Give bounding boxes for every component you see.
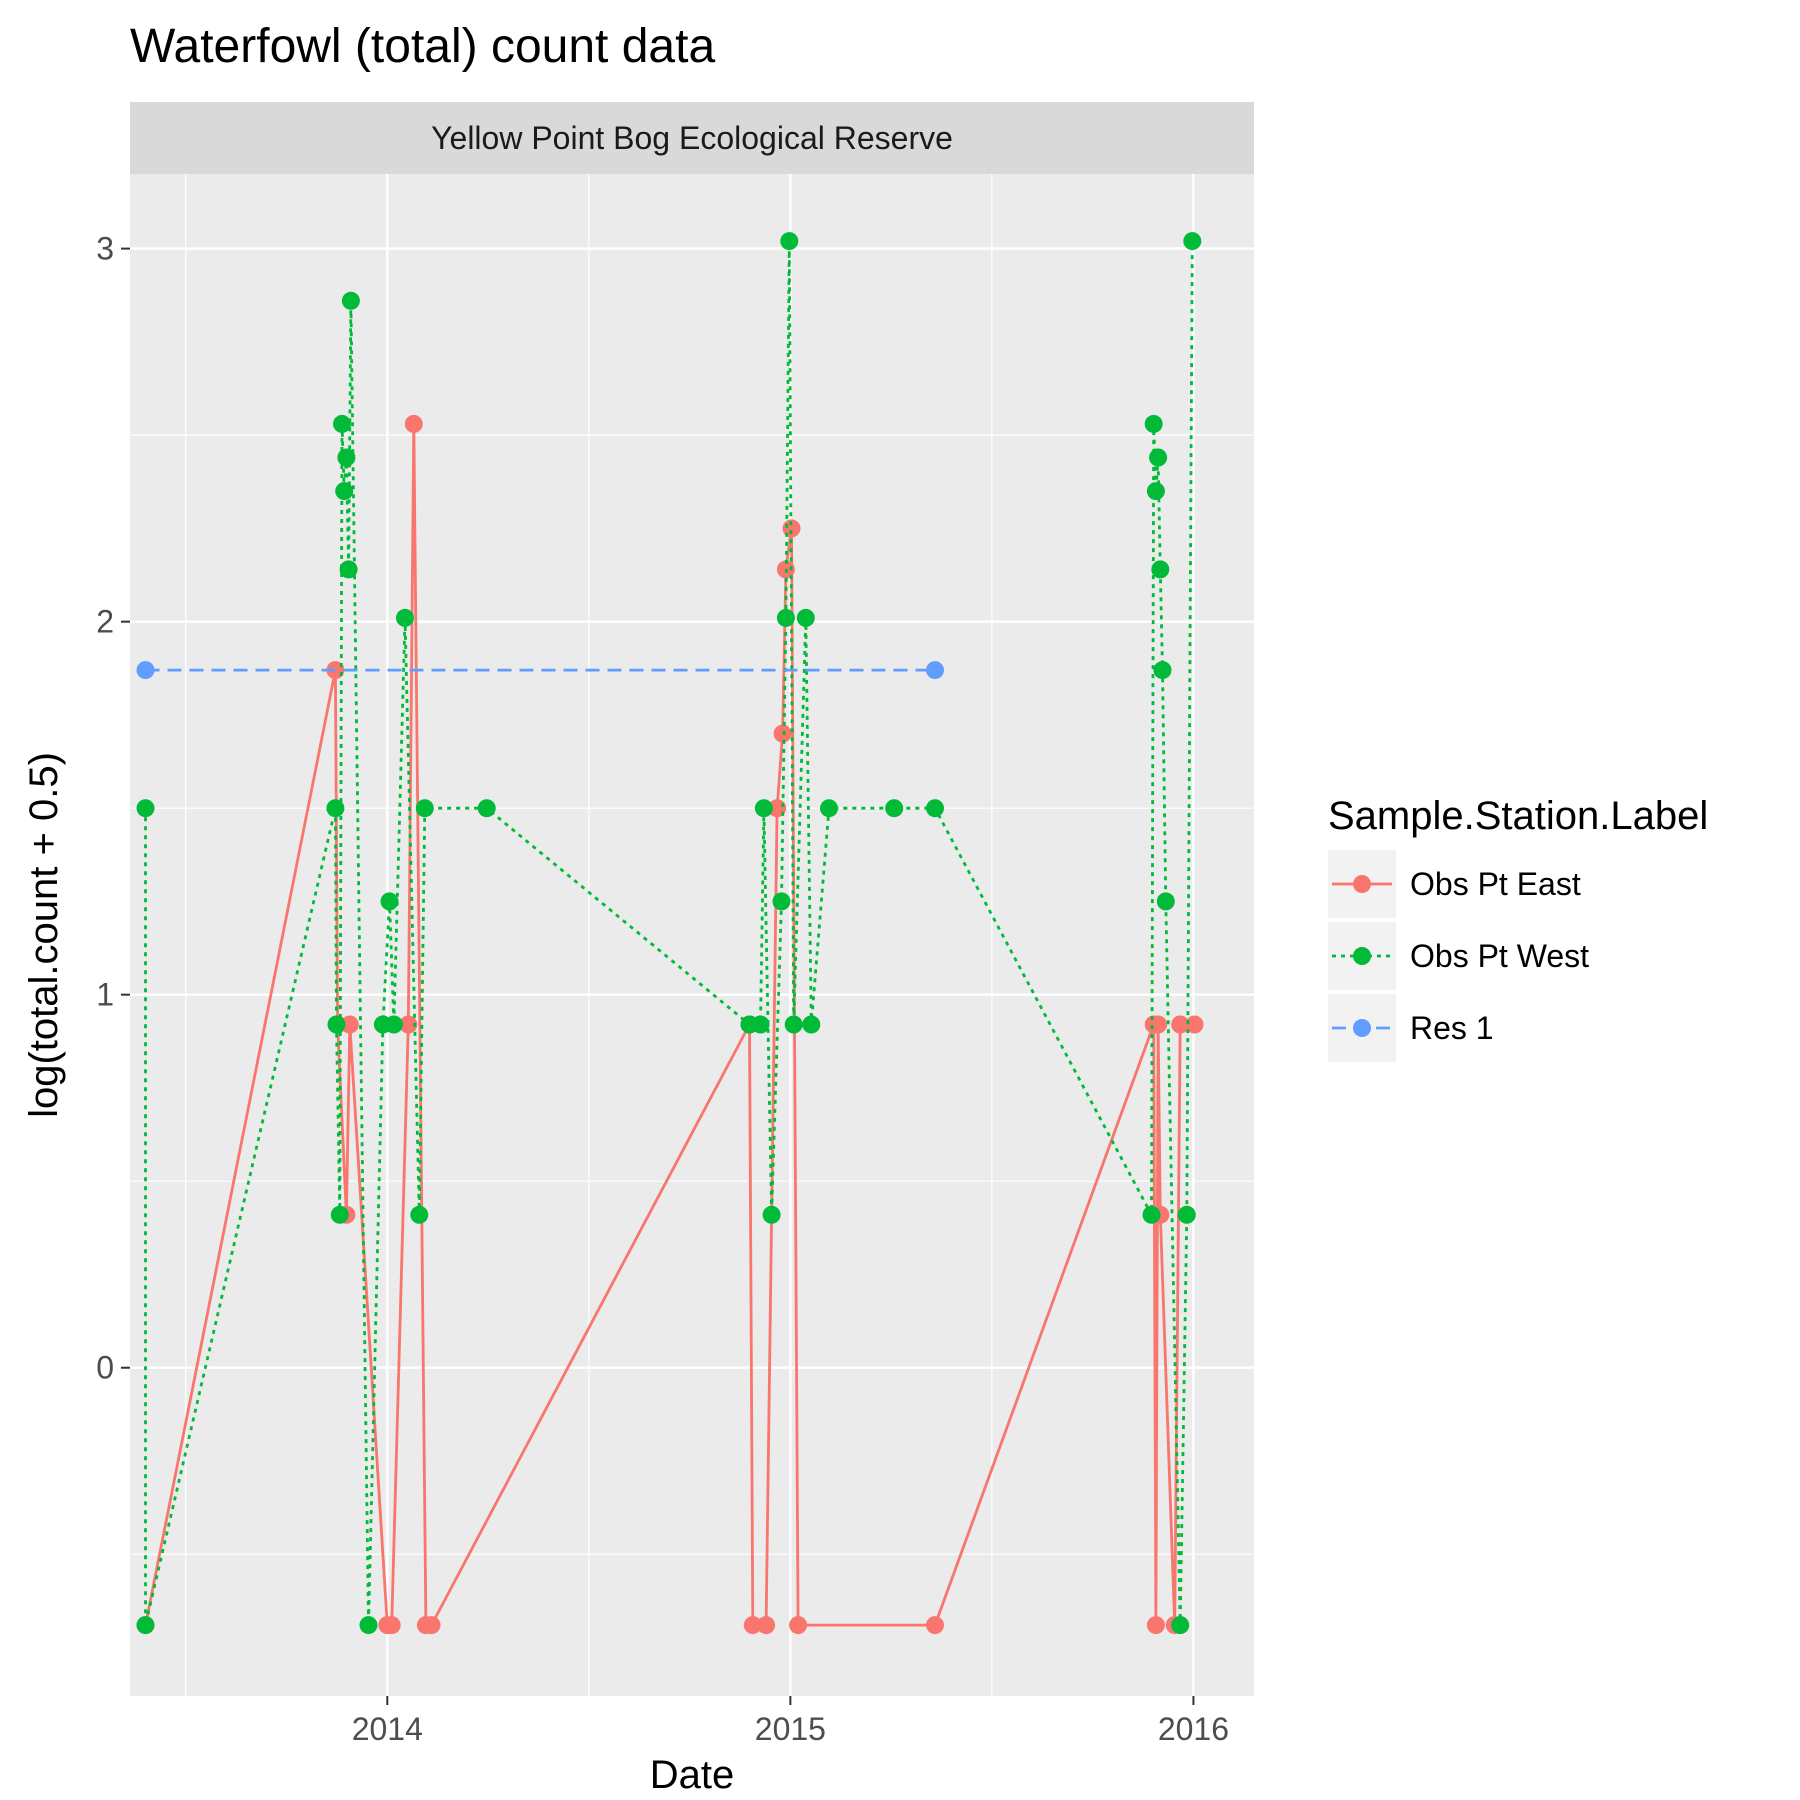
data-point-obs-pt-east	[422, 1616, 441, 1635]
legend-item-res-1: Res 1	[1328, 994, 1494, 1062]
y-tick-label: 0	[96, 1350, 114, 1386]
legend-item-obs-pt-east: Obs Pt East	[1328, 850, 1581, 918]
data-point-obs-pt-west	[337, 448, 356, 467]
data-point-obs-pt-west	[136, 1616, 155, 1635]
x-axis-title: Date	[650, 1753, 735, 1797]
data-point-obs-pt-west	[754, 799, 773, 818]
data-point-obs-pt-east	[1171, 1015, 1190, 1034]
data-point-obs-pt-east	[1149, 1015, 1168, 1034]
data-point-obs-pt-west	[1177, 1205, 1196, 1224]
legend-key-point	[1353, 875, 1371, 893]
major-gridlines	[130, 174, 1254, 1696]
legend-label: Obs Pt West	[1410, 938, 1589, 974]
data-point-obs-pt-west	[776, 608, 795, 627]
legend-label: Res 1	[1410, 1010, 1494, 1046]
x-axis: 2014 2015 2016	[352, 1696, 1229, 1747]
data-point-obs-pt-west	[326, 799, 345, 818]
data-point-obs-pt-east	[404, 414, 423, 433]
data-point-obs-pt-west	[802, 1015, 821, 1034]
data-point-obs-pt-east	[340, 1015, 359, 1034]
y-axis-title: log(total.count + 0.5)	[22, 752, 66, 1118]
data-point-obs-pt-west	[780, 232, 799, 251]
legend-label: Obs Pt East	[1410, 866, 1581, 902]
x-tick-label: 2014	[352, 1711, 423, 1747]
data-point-obs-pt-west	[330, 1205, 349, 1224]
data-point-obs-pt-west	[333, 414, 351, 433]
data-point-obs-pt-east	[773, 724, 792, 743]
data-point-obs-pt-west	[1183, 232, 1202, 251]
series-obs-pt-west	[136, 232, 1202, 1635]
y-tick-label: 1	[96, 977, 114, 1013]
y-tick-label: 3	[96, 231, 114, 267]
facet-strip-background	[130, 102, 1254, 174]
data-point-obs-pt-west	[477, 799, 496, 818]
data-point-obs-pt-west	[1142, 1205, 1161, 1224]
data-point-obs-pt-west	[341, 291, 360, 310]
data-point-obs-pt-west	[1151, 560, 1170, 579]
legend-item-obs-pt-west: Obs Pt West	[1328, 922, 1589, 990]
legend-key-point	[1353, 1019, 1371, 1037]
data-point-obs-pt-west	[1156, 892, 1175, 911]
x-tick-label: 2016	[1158, 1711, 1229, 1747]
legend-key-point	[1353, 947, 1371, 965]
data-point-obs-pt-west	[339, 560, 358, 579]
data-point-obs-pt-west	[762, 1205, 781, 1224]
data-point-obs-pt-east	[757, 1616, 776, 1635]
data-point-obs-pt-west	[335, 482, 354, 501]
legend-title: Sample.Station.Label	[1328, 794, 1708, 838]
data-point-res-1	[926, 661, 944, 680]
y-tick-label: 2	[96, 604, 114, 640]
facet-label: Yellow Point Bog Ecological Reserve	[431, 120, 953, 156]
data-point-obs-pt-west	[1144, 414, 1163, 433]
data-point-obs-pt-east	[789, 1616, 808, 1635]
data-point-obs-pt-west	[751, 1015, 770, 1034]
data-point-obs-pt-west	[136, 799, 155, 818]
data-point-obs-pt-west	[396, 608, 414, 627]
chart-title: Waterfowl (total) count data	[130, 20, 715, 73]
data-point-obs-pt-west	[1146, 482, 1165, 501]
minor-gridlines	[130, 174, 1254, 1696]
plot-panel	[130, 174, 1254, 1696]
data-point-obs-pt-west	[380, 892, 399, 911]
data-point-obs-pt-east	[382, 1616, 401, 1635]
data-point-obs-pt-west	[410, 1205, 429, 1224]
facet-strip: Yellow Point Bog Ecological Reserve	[130, 102, 1254, 174]
data-point-obs-pt-east	[926, 1616, 944, 1635]
series-res-1	[136, 661, 944, 680]
data-point-obs-pt-west	[772, 892, 791, 911]
data-point-obs-pt-east	[1185, 1015, 1204, 1034]
data-point-obs-pt-west	[384, 1015, 403, 1034]
data-point-obs-pt-west	[327, 1015, 346, 1034]
data-point-obs-pt-west	[1149, 448, 1168, 467]
legend: Sample.Station.Label Obs Pt East Obs Pt W…	[1328, 794, 1708, 1062]
data-point-obs-pt-west	[820, 799, 838, 818]
x-tick-label: 2015	[755, 1711, 826, 1747]
data-point-obs-pt-west	[359, 1616, 378, 1635]
data-point-obs-pt-west	[1153, 661, 1172, 680]
data-point-obs-pt-west	[796, 608, 815, 627]
y-axis: 0 1 2 3	[96, 231, 130, 1386]
data-point-res-1	[136, 661, 155, 680]
data-point-obs-pt-east	[1146, 1616, 1165, 1635]
data-point-obs-pt-east	[782, 519, 801, 538]
data-point-obs-pt-west	[1171, 1616, 1190, 1635]
data-point-obs-pt-east	[743, 1616, 762, 1635]
data-point-obs-pt-east	[399, 1015, 418, 1034]
series-layer	[136, 232, 1204, 1635]
data-point-obs-pt-west	[784, 1015, 803, 1034]
data-point-obs-pt-west	[885, 799, 904, 818]
data-point-obs-pt-west	[415, 799, 434, 818]
data-point-obs-pt-west	[926, 799, 944, 818]
